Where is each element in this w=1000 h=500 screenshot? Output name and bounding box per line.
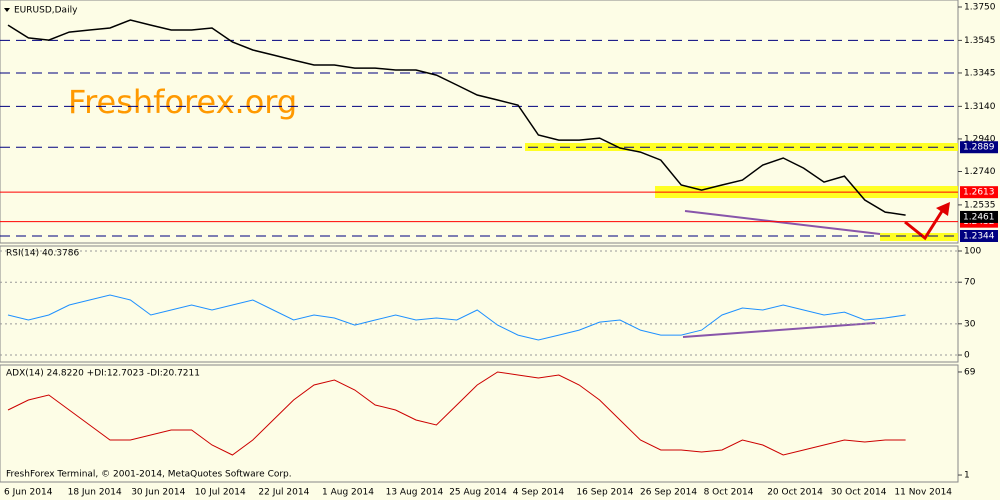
y-tick-label: 1.3545 bbox=[964, 36, 996, 46]
y-tick-label: 100 bbox=[964, 246, 981, 256]
x-tick-label: 6 Jun 2014 bbox=[4, 488, 53, 498]
adx-title: ADX(14) 24.8220 +DI:12.7023 -DI:20.7211 bbox=[6, 369, 200, 379]
y-tick-label: 1.3345 bbox=[964, 68, 996, 78]
price-label: 1.2461 bbox=[963, 212, 995, 222]
forecast-arrow bbox=[904, 207, 946, 241]
y-tick-label: 0 bbox=[964, 351, 970, 361]
adx-pane bbox=[0, 364, 959, 483]
series-line bbox=[7, 294, 906, 341]
y-tick-label: 70 bbox=[964, 278, 976, 288]
price-title: EURUSD,Daily bbox=[14, 6, 78, 16]
level-label: 1.2613 bbox=[963, 188, 995, 198]
x-tick-label: 26 Sep 2014 bbox=[640, 488, 697, 498]
rsi-pane bbox=[0, 245, 959, 363]
series-line bbox=[7, 371, 906, 456]
x-tick-label: 20 Oct 2014 bbox=[767, 488, 823, 498]
x-tick-label: 16 Sep 2014 bbox=[576, 488, 633, 498]
level-label: 1.2344 bbox=[963, 231, 995, 241]
level-label-box bbox=[960, 186, 998, 199]
y-tick-label: 30 bbox=[964, 319, 976, 329]
y-tick-label: 1.2940 bbox=[964, 134, 996, 144]
y-tick-label: 1 bbox=[964, 471, 970, 481]
divergence-line bbox=[684, 210, 881, 235]
x-tick-label: 22 Jul 2014 bbox=[258, 488, 309, 498]
x-tick-label: 1 Aug 2014 bbox=[322, 488, 374, 498]
level-label-box bbox=[960, 229, 998, 242]
x-tick-label: 11 Nov 2014 bbox=[894, 488, 952, 498]
zone-band bbox=[880, 233, 958, 241]
x-tick-label: 30 Oct 2014 bbox=[831, 488, 887, 498]
x-tick-label: 4 Sep 2014 bbox=[513, 488, 565, 498]
price-pane bbox=[0, 0, 959, 244]
watermark: Freshforex.org bbox=[68, 83, 297, 121]
menu-triangle bbox=[4, 8, 10, 12]
x-tick-label: 10 Jul 2014 bbox=[195, 488, 246, 498]
y-tick-label: 69 bbox=[964, 367, 976, 377]
level-label: 1.2889 bbox=[963, 143, 995, 153]
x-tick-label: 25 Aug 2014 bbox=[449, 488, 507, 498]
divergence-line bbox=[682, 322, 876, 338]
rsi-title: RSI(14) 40.3786 bbox=[6, 249, 79, 259]
y-tick-label: 1.2740 bbox=[964, 167, 996, 177]
y-tick-label: 1.3750 bbox=[964, 3, 996, 13]
x-tick-label: 18 Jun 2014 bbox=[68, 488, 122, 498]
price-label-box bbox=[960, 210, 998, 223]
arrow-head bbox=[936, 202, 950, 216]
footer: FreshForex Terminal, © 2001-2014, MetaQu… bbox=[6, 470, 292, 480]
x-tick-label: 30 Jun 2014 bbox=[131, 488, 185, 498]
y-tick-label: 1.2535 bbox=[964, 200, 996, 210]
y-tick-label: 1.3140 bbox=[964, 102, 996, 112]
x-tick-label: 8 Oct 2014 bbox=[704, 488, 754, 498]
series-line bbox=[7, 19, 906, 216]
x-tick-label: 13 Aug 2014 bbox=[386, 488, 444, 498]
level-label-box bbox=[960, 141, 998, 154]
